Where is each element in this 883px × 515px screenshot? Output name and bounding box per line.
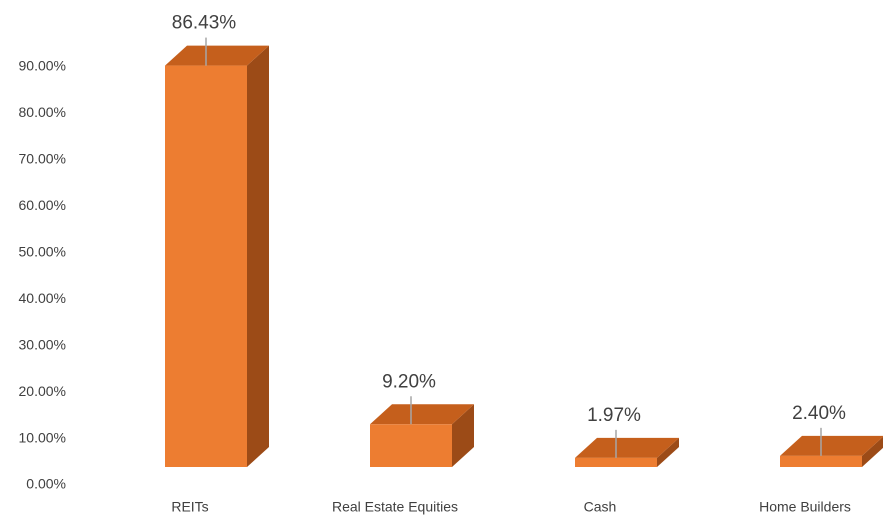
y-tick-label: 90.00% bbox=[19, 58, 66, 74]
y-tick-label: 30.00% bbox=[19, 336, 66, 352]
data-label: 1.97% bbox=[587, 405, 641, 426]
bar-top bbox=[370, 404, 474, 425]
y-tick-label: 70.00% bbox=[19, 151, 66, 167]
bar bbox=[165, 65, 247, 468]
bar-side bbox=[862, 436, 883, 467]
bar bbox=[575, 457, 657, 467]
data-label: 2.40% bbox=[792, 403, 846, 424]
bar-side bbox=[247, 45, 269, 468]
bar-top bbox=[780, 435, 883, 456]
x-tick-label: Cash bbox=[584, 499, 617, 515]
y-tick-label: 10.00% bbox=[19, 429, 66, 445]
x-tick-label: REITs bbox=[171, 499, 208, 515]
bar-top bbox=[575, 437, 679, 458]
bar bbox=[780, 455, 862, 467]
y-tick-label: 80.00% bbox=[19, 104, 66, 120]
y-tick-label: 60.00% bbox=[19, 197, 66, 213]
bar bbox=[370, 424, 452, 467]
bar-top bbox=[165, 45, 269, 66]
y-tick-label: 40.00% bbox=[19, 290, 66, 306]
y-tick-label: 50.00% bbox=[19, 243, 66, 259]
y-tick-label: 0.00% bbox=[26, 476, 66, 492]
bar-side bbox=[657, 437, 679, 467]
x-tick-label: Real Estate Equities bbox=[332, 499, 458, 515]
data-label: 9.20% bbox=[382, 371, 436, 392]
bar-side bbox=[452, 404, 474, 467]
data-label: 86.43% bbox=[172, 13, 237, 34]
y-tick-label: 20.00% bbox=[19, 383, 66, 399]
x-tick-label: Home Builders bbox=[759, 499, 851, 515]
